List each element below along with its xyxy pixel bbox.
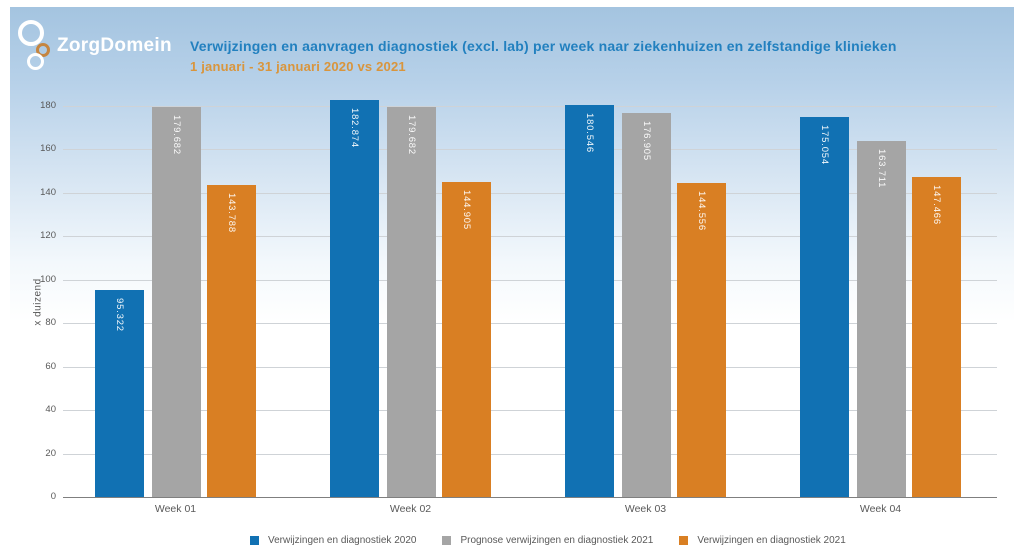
- chart-subtitle: 1 januari - 31 januari 2020 vs 2021: [190, 59, 406, 74]
- bar-value-label: 143.788: [226, 192, 237, 233]
- x-tick-label: Week 03: [624, 503, 667, 515]
- logo-text: ZorgDomein: [57, 35, 172, 56]
- y-tick-label: 160: [40, 143, 56, 155]
- x-tick-label: Week 02: [389, 503, 432, 515]
- legend-label: Prognose verwijzingen en diagnostiek 202…: [460, 535, 654, 546]
- y-axis-title: x duizend: [32, 278, 44, 326]
- y-tick-label: 40: [45, 404, 56, 416]
- bar: 179.682: [387, 106, 436, 497]
- bar: 95.322: [95, 289, 144, 497]
- bar: 182.874: [330, 99, 379, 497]
- legend-label: Verwijzingen en diagnostiek 2021: [697, 535, 846, 546]
- gridline: [63, 236, 997, 238]
- bar: 180.546: [565, 104, 614, 497]
- bar-value-label: 182.874: [349, 107, 360, 148]
- gridline: [63, 149, 997, 151]
- legend: Verwijzingen en diagnostiek 2020 Prognose…: [250, 535, 846, 546]
- bar-value-label: 144.905: [461, 190, 472, 231]
- bar-value-label: 176.905: [641, 120, 652, 161]
- legend-item: Verwijzingen en diagnostiek 2021: [679, 535, 846, 546]
- legend-swatch-icon: [250, 536, 259, 545]
- gridline: [63, 366, 997, 368]
- x-tick-label: Week 04: [859, 503, 902, 515]
- legend-label: Verwijzingen en diagnostiek 2020: [268, 535, 417, 546]
- bar: 163.711: [857, 141, 906, 497]
- gridline: [63, 453, 997, 455]
- gridline: [63, 323, 997, 325]
- x-axis-line: [63, 497, 997, 498]
- gridline: [63, 410, 997, 412]
- y-tick-label: 180: [40, 100, 56, 111]
- y-tick-label: 80: [45, 317, 56, 329]
- logo-ring-orange-icon: [36, 43, 50, 57]
- y-tick-label: 20: [45, 447, 56, 459]
- y-tick-label: 140: [40, 186, 56, 198]
- bar: 144.556: [677, 182, 726, 497]
- bar: 179.682: [152, 106, 201, 497]
- y-tick-label: 60: [45, 360, 56, 372]
- bar-value-label: 175.054: [819, 124, 830, 165]
- bar: 144.905: [442, 182, 491, 497]
- legend-swatch-icon: [442, 536, 452, 545]
- legend-swatch-icon: [679, 536, 689, 545]
- logo-ring-small-icon: [27, 53, 44, 70]
- bar-value-label: 179.682: [406, 114, 417, 155]
- bar: 175.054: [800, 116, 849, 497]
- bar: 176.905: [622, 112, 671, 497]
- legend-item: Prognose verwijzingen en diagnostiek 202…: [442, 535, 653, 546]
- gridline: [63, 279, 997, 281]
- y-tick-label: 0: [50, 491, 56, 502]
- bar-value-label: 180.546: [584, 112, 595, 153]
- bar-value-label: 147.466: [931, 184, 942, 225]
- gridline: [63, 192, 997, 194]
- gridline: [63, 106, 997, 107]
- legend-item: Verwijzingen en diagnostiek 2020: [250, 535, 416, 546]
- bar: 147.466: [912, 176, 961, 497]
- bar-value-label: 144.556: [696, 190, 707, 231]
- bar-value-label: 95.322: [114, 297, 125, 332]
- bar-value-label: 163.711: [876, 149, 887, 189]
- bar-value-label: 179.682: [171, 114, 182, 155]
- y-tick-label: 100: [40, 273, 56, 285]
- y-tick-label: 120: [40, 230, 56, 242]
- bar: 143.788: [207, 184, 256, 497]
- x-tick-label: Week 01: [154, 503, 197, 515]
- chart-title: Verwijzingen en aanvragen diagnostiek (e…: [190, 38, 897, 54]
- logo-ring-large-icon: [18, 20, 44, 46]
